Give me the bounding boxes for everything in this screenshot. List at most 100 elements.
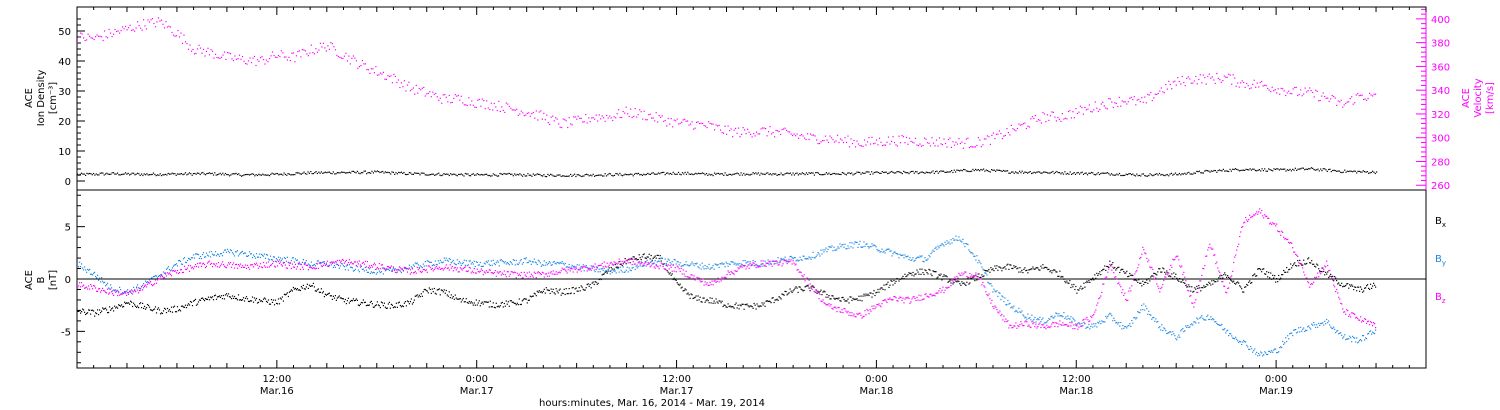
ion-density-series-point (1024, 171, 1026, 173)
ion-density-series-point (999, 169, 1001, 171)
by-series-point (696, 262, 698, 264)
ion-density-series-point (1233, 168, 1235, 171)
by-series-point (1246, 344, 1248, 346)
ion-density-series-point (236, 173, 239, 176)
bx-series-point (280, 298, 282, 300)
velocity-series-point (1277, 88, 1279, 90)
bx-series-point (1142, 280, 1144, 282)
bz-series-point (221, 261, 224, 263)
velocity-series-point (529, 115, 531, 117)
by-series-point (199, 256, 202, 258)
bz-series-point (103, 290, 105, 292)
ion-density-series-point (852, 174, 854, 176)
by-series-point (822, 249, 824, 251)
by-series-point (1189, 326, 1191, 328)
by-series-point (751, 264, 753, 266)
ion-density-series-point (680, 174, 682, 176)
bx-series-point (888, 286, 890, 288)
ion-density-series-point (1225, 170, 1227, 172)
bx-series-point (336, 297, 338, 299)
velocity-series-point (682, 119, 684, 121)
ion-density-series-point (884, 171, 886, 173)
ion-density-series-point (1170, 172, 1173, 174)
bx-series-point (1362, 291, 1364, 293)
ion-density-series-point (566, 175, 568, 177)
velocity-series-point (357, 67, 359, 69)
bx-series-point (229, 296, 232, 298)
bz-series-point (212, 263, 215, 265)
velocity-series-point (819, 142, 821, 145)
bx-series-point (312, 282, 314, 284)
by-series-point (157, 275, 160, 277)
ion-density-series-point (819, 173, 821, 175)
bx-series-point (292, 286, 294, 289)
by-series-point (128, 292, 130, 294)
ion-density-series-point (917, 173, 919, 175)
by-series-point (793, 257, 795, 259)
by-series-point (603, 267, 605, 269)
ion-density-series-point (230, 174, 232, 176)
by-series-point (150, 277, 153, 279)
velocity-series-point (1108, 98, 1110, 100)
by-series-point (1211, 319, 1213, 321)
ion-density-series-point (1062, 173, 1065, 175)
velocity-series-point (231, 58, 233, 60)
ion-density-series-point (287, 173, 289, 175)
velocity-series-point (1217, 77, 1219, 79)
velocity-series-point (811, 134, 813, 136)
by-series-point (1075, 324, 1077, 326)
velocity-series-point (672, 126, 674, 128)
velocity-series-point (405, 90, 407, 92)
bz-series-point (320, 265, 322, 267)
bz-series-point (310, 267, 312, 269)
by-series-point (546, 264, 548, 266)
velocity-series-point (261, 56, 263, 58)
bx-series-point (480, 302, 482, 304)
ion-density-series-point (1300, 168, 1302, 170)
velocity-series-point (1225, 76, 1227, 78)
bx-series-point (940, 273, 942, 275)
bx-series-point (264, 298, 267, 300)
by-series-point (718, 266, 720, 268)
bottom-plot-area (77, 208, 1377, 357)
bx-series-point (1307, 258, 1309, 260)
bx-series-point (811, 285, 813, 287)
by-series-point (184, 261, 187, 263)
velocity-series-point (493, 102, 495, 105)
ion-density-series-point (1221, 170, 1223, 172)
bx-series-point (865, 293, 867, 295)
ion-density-series-point (872, 173, 874, 175)
ion-density-series-point (1238, 170, 1240, 172)
ion-density-series-point (330, 172, 332, 174)
by-series-point (483, 262, 485, 264)
bx-series-point (1022, 272, 1024, 274)
by-series-point (292, 257, 294, 259)
ion-density-series-point (578, 174, 580, 176)
ion-density-series-point (1349, 170, 1351, 172)
velocity-series-point (559, 126, 561, 128)
ion-density-series-point (231, 173, 233, 175)
ion-density-series-point (1161, 173, 1163, 176)
bx-series-point (1101, 270, 1103, 272)
ion-density-series-point (776, 174, 778, 176)
bx-series-point (1350, 285, 1352, 287)
by-series-point (376, 271, 378, 274)
ion-density-series-point (392, 171, 394, 173)
velocity-series-point (702, 122, 704, 125)
by-series-point (1302, 328, 1304, 330)
ion-density-series-point (498, 175, 500, 177)
ion-density-series-point (1068, 173, 1070, 175)
by-series-point (872, 245, 874, 247)
ion-density-series-point (619, 172, 621, 174)
velocity-series-point (472, 104, 474, 106)
by-series-point (896, 253, 898, 255)
velocity-series-point (478, 98, 480, 100)
bx-series-point (105, 307, 107, 309)
ion-density-series-point (232, 173, 235, 175)
bx-series-point (1073, 283, 1075, 286)
by-series-point (172, 265, 175, 267)
velocity-series-point (1198, 78, 1200, 81)
by-series-point (573, 265, 575, 267)
velocity-series-point (595, 114, 597, 116)
ion-density-series-point (1146, 175, 1149, 177)
